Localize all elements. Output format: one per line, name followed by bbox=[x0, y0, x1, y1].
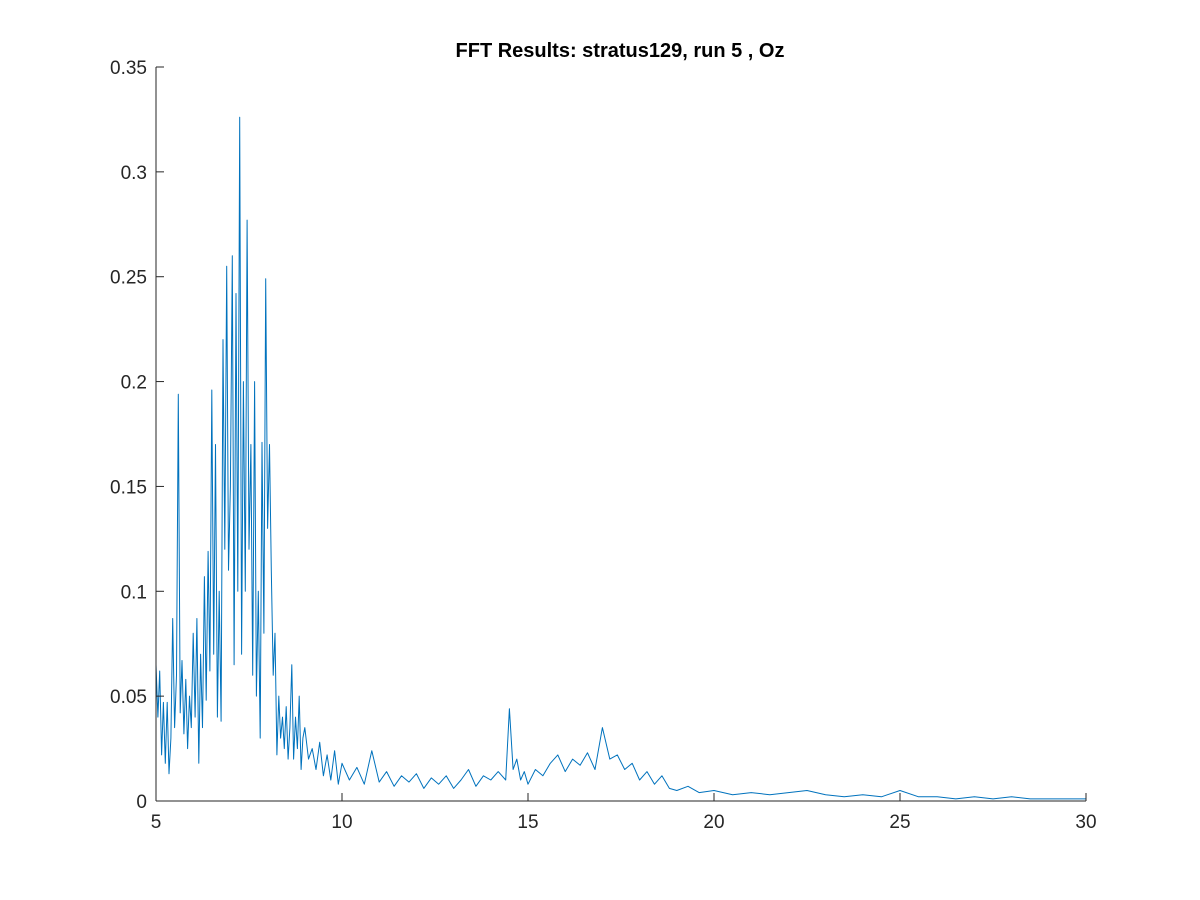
y-axis: 0 0.05 0.1 0.15 0.2 0.25 0.3 0.35 bbox=[110, 58, 164, 813]
y-tick-label: 0 bbox=[136, 792, 147, 813]
chart-title: FFT Results: stratus129, run 5 , Oz bbox=[456, 40, 785, 62]
x-tick-label: 25 bbox=[889, 812, 910, 833]
x-tick-label: 5 bbox=[151, 812, 162, 833]
y-tick-label: 0.1 bbox=[121, 582, 147, 603]
x-tick-label: 10 bbox=[331, 812, 352, 833]
x-tick-label: 30 bbox=[1075, 812, 1096, 833]
y-tick-label: 0.15 bbox=[110, 477, 147, 498]
x-tick-label: 15 bbox=[517, 812, 538, 833]
plot-area bbox=[155, 116, 1086, 800]
fft-series-line bbox=[155, 116, 1086, 800]
y-tick-label: 0.25 bbox=[110, 268, 147, 289]
y-tick-label: 0.35 bbox=[110, 58, 147, 79]
y-tick-label: 0.2 bbox=[121, 373, 147, 394]
y-tick-label: 0.3 bbox=[121, 163, 147, 184]
x-axis: 5 10 15 20 25 30 bbox=[151, 793, 1097, 833]
y-tick-label: 0.05 bbox=[110, 687, 147, 708]
x-tick-label: 20 bbox=[703, 812, 724, 833]
